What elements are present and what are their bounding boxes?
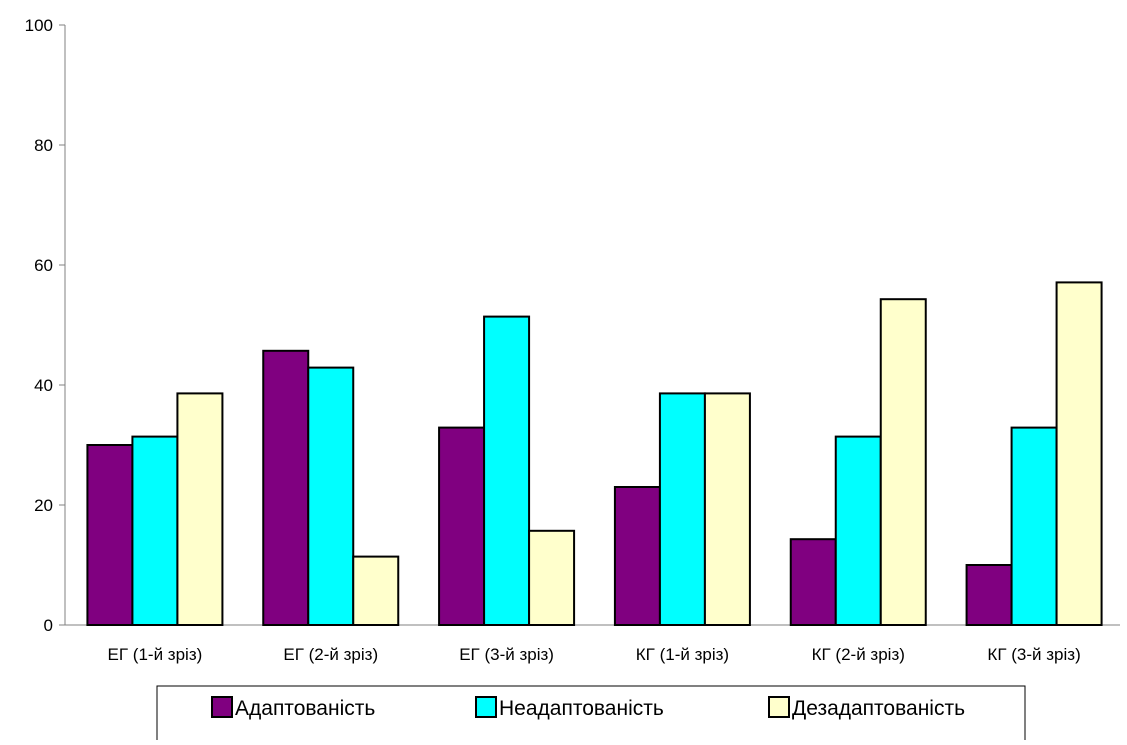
x-category-label: ЕГ (1-й зріз) bbox=[108, 645, 203, 664]
legend-box bbox=[156, 685, 1026, 745]
x-category-label: ЕГ (3-й зріз) bbox=[459, 645, 554, 664]
bar-3-1 bbox=[176, 392, 224, 626]
bar-3-5 bbox=[879, 298, 927, 626]
bar-1-4 bbox=[613, 486, 661, 626]
legend-swatch-1 bbox=[211, 696, 233, 718]
bar-1-5 bbox=[789, 538, 837, 627]
bar-2-2 bbox=[307, 366, 355, 626]
bar-2-5 bbox=[834, 435, 882, 626]
legend: Адаптованість Неадаптованість Дезадаптован… bbox=[156, 685, 1026, 745]
legend-label-2: Неадаптованість bbox=[499, 697, 664, 720]
y-tick-label: 0 bbox=[44, 616, 53, 635]
bar-1-3 bbox=[438, 426, 486, 626]
y-tick-label: 60 bbox=[34, 256, 53, 275]
x-category-label: КГ (2-й зріз) bbox=[812, 645, 905, 664]
bar-3-6 bbox=[1055, 281, 1103, 626]
bar-2-3 bbox=[483, 315, 531, 626]
bar-3-4 bbox=[703, 392, 751, 626]
axes bbox=[59, 24, 1120, 626]
legend-swatch-3 bbox=[768, 696, 790, 718]
y-tick-label: 100 bbox=[25, 16, 53, 35]
legend-swatch-2 bbox=[475, 696, 497, 718]
bar-2-6 bbox=[1010, 426, 1058, 626]
x-category-label: КГ (3-й зріз) bbox=[987, 645, 1080, 664]
bar-1-6 bbox=[965, 564, 1013, 626]
bar-3-3 bbox=[528, 529, 576, 626]
y-tick-label: 40 bbox=[34, 376, 53, 395]
axis-labels: 0 20 40 60 80 100 ЕГ (1-й зріз) ЕГ (2-й зріз) ЕГ… bbox=[25, 16, 1081, 664]
legend-label-3: Дезадаптованість bbox=[792, 697, 965, 720]
bar-2-4 bbox=[658, 392, 706, 626]
bars bbox=[86, 281, 1103, 627]
legend-label-1: Адаптованість bbox=[235, 697, 375, 720]
bar-2-1 bbox=[131, 435, 179, 626]
bar-1-1 bbox=[86, 444, 134, 626]
x-category-label: ЕГ (2-й зріз) bbox=[283, 645, 378, 664]
x-category-label: КГ (1-й зріз) bbox=[636, 645, 729, 664]
bar-3-2 bbox=[352, 555, 400, 626]
y-tick-label: 20 bbox=[34, 496, 53, 515]
bar-1-2 bbox=[262, 349, 310, 626]
y-tick-label: 80 bbox=[34, 136, 53, 155]
